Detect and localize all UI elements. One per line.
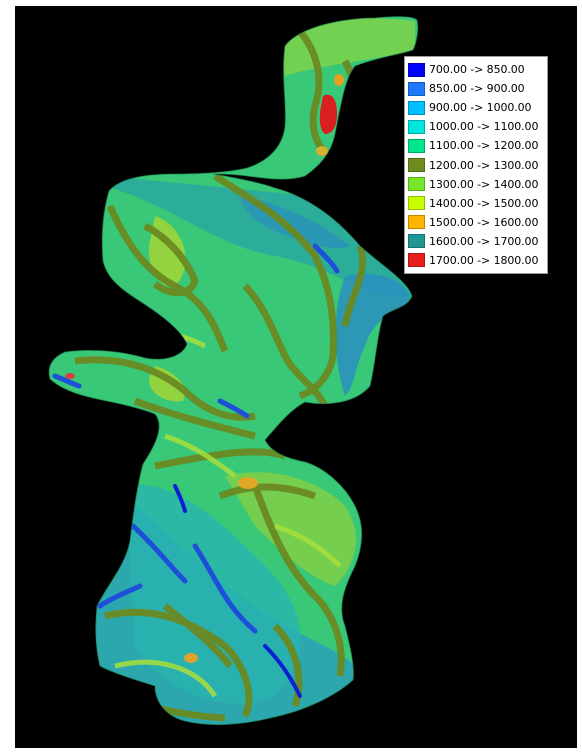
legend-label: 1100.00 -> 1200.00 (429, 139, 539, 153)
legend-label: 1600.00 -> 1700.00 (429, 234, 539, 248)
legend-swatch (408, 215, 425, 230)
legend-item: 1700.00 -> 1800.00 (408, 251, 544, 270)
legend-item: 1300.00 -> 1400.00 (408, 175, 544, 194)
legend-item: 1500.00 -> 1600.00 (408, 213, 544, 232)
legend-swatch (408, 62, 425, 77)
legend-item: 900.00 -> 1000.00 (408, 98, 544, 117)
legend-swatch (408, 100, 425, 115)
legend-label: 1300.00 -> 1400.00 (429, 177, 539, 191)
legend-item: 850.00 -> 900.00 (408, 79, 544, 98)
legend-swatch (408, 138, 425, 153)
legend-swatch (408, 253, 425, 268)
legend-item: 1600.00 -> 1700.00 (408, 232, 544, 251)
legend-label: 1000.00 -> 1100.00 (429, 120, 539, 134)
legend-label: 1400.00 -> 1500.00 (429, 196, 539, 210)
legend-label: 700.00 -> 850.00 (429, 63, 525, 77)
legend-item: 700.00 -> 850.00 (408, 60, 544, 79)
legend-item: 1400.00 -> 1500.00 (408, 194, 544, 213)
elevation-legend: 700.00 -> 850.00 850.00 -> 900.00 900.00… (404, 56, 548, 275)
legend-swatch (408, 81, 425, 96)
legend-swatch (408, 119, 425, 134)
legend-item: 1100.00 -> 1200.00 (408, 136, 544, 155)
legend-label: 900.00 -> 1000.00 (429, 101, 532, 115)
legend-swatch (408, 196, 425, 211)
legend-item: 1000.00 -> 1100.00 (408, 117, 544, 136)
legend-label: 1500.00 -> 1600.00 (429, 215, 539, 229)
legend-label: 850.00 -> 900.00 (429, 82, 525, 96)
legend-item: 1200.00 -> 1300.00 (408, 155, 544, 174)
elevation-map (48, 16, 419, 726)
legend-swatch (408, 177, 425, 192)
legend-label: 1700.00 -> 1800.00 (429, 253, 539, 267)
legend-label: 1200.00 -> 1300.00 (429, 158, 539, 172)
legend-swatch (408, 158, 425, 173)
map-viewport[interactable]: 700.00 -> 850.00 850.00 -> 900.00 900.00… (15, 6, 577, 748)
legend-swatch (408, 234, 425, 249)
